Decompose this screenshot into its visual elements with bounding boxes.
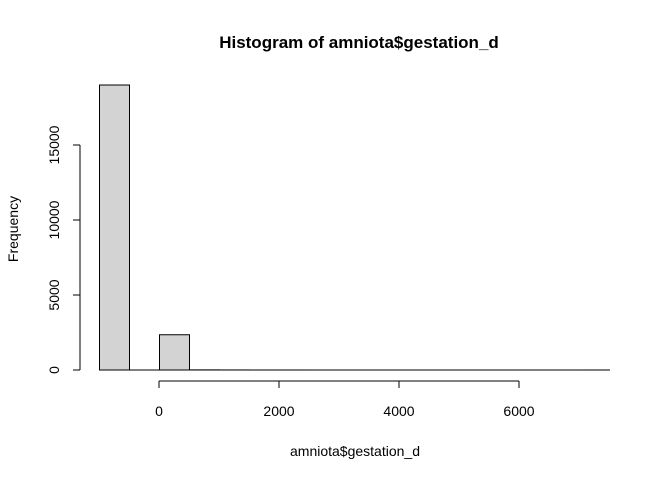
x-tick-label: 2000 bbox=[263, 403, 294, 419]
x-tick-label: 0 bbox=[155, 403, 163, 419]
histogram-bar bbox=[159, 334, 190, 371]
x-axis: 0 2000 4000 6000 bbox=[155, 380, 535, 419]
x-axis-label: amniota$gestation_d bbox=[290, 443, 420, 459]
x-tick-label: 6000 bbox=[503, 403, 534, 419]
histogram-bars bbox=[99, 84, 610, 371]
y-tick-label: 0 bbox=[46, 366, 62, 374]
histogram-bar bbox=[99, 84, 130, 371]
y-axis: 0 5000 10000 15000 bbox=[46, 125, 81, 374]
x-tick-label: 4000 bbox=[383, 403, 414, 419]
y-tick-label: 15000 bbox=[46, 125, 62, 164]
y-axis-label: Frequency bbox=[5, 196, 21, 262]
y-tick-label: 10000 bbox=[46, 200, 62, 239]
y-tick-label: 5000 bbox=[46, 279, 62, 310]
chart-title: Histogram of amniota$gestation_d bbox=[219, 33, 499, 52]
